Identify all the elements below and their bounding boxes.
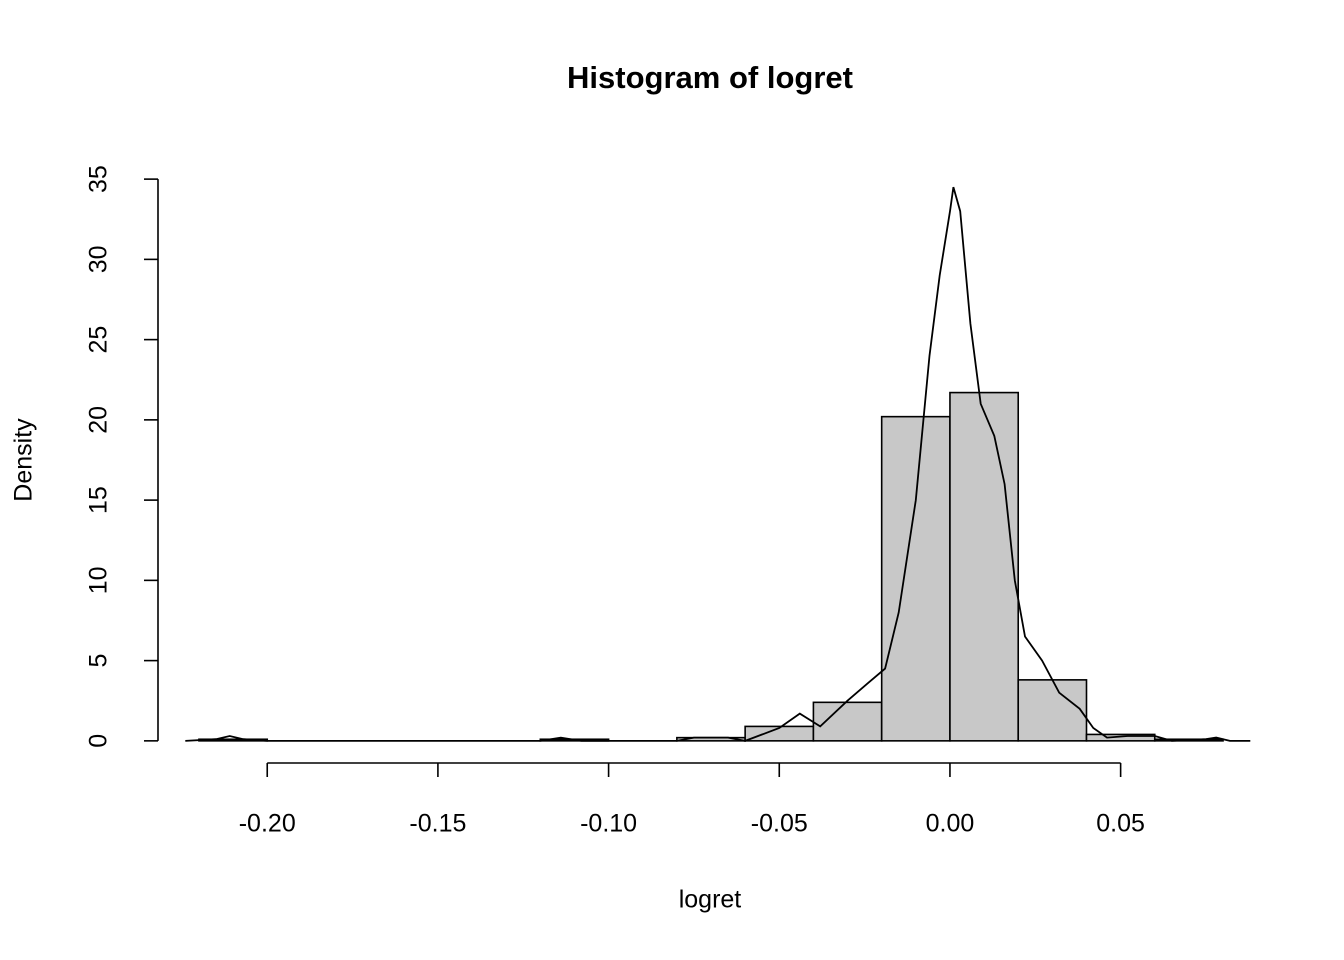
bar [1017,679,1088,742]
y-tick-label: 0 [85,734,113,748]
density-line [185,186,1251,742]
y-tick-label: 30 [85,245,113,273]
bar [1085,733,1156,742]
y-tick-label: 35 [85,165,113,193]
y-tick-label: 5 [85,654,113,668]
bar [949,391,1020,742]
bar [812,701,883,742]
x-tick-label: 0.05 [1096,810,1145,838]
y-tick-label: 15 [85,486,113,514]
x-tick-label: 0.00 [926,810,975,838]
bar [880,415,951,742]
x-tick-label: -0.05 [751,810,808,838]
y-tick-label: 20 [85,406,113,434]
x-tick-label: -0.20 [239,810,296,838]
x-tick-label: -0.10 [580,810,637,838]
y-tick-label: 10 [85,566,113,594]
x-axis-label: logret [679,886,742,914]
y-axis-label: Density [10,418,38,502]
x-tick-label: -0.15 [409,810,466,838]
y-tick-label: 25 [85,326,113,354]
chart-title: Histogram of logret [567,60,853,95]
